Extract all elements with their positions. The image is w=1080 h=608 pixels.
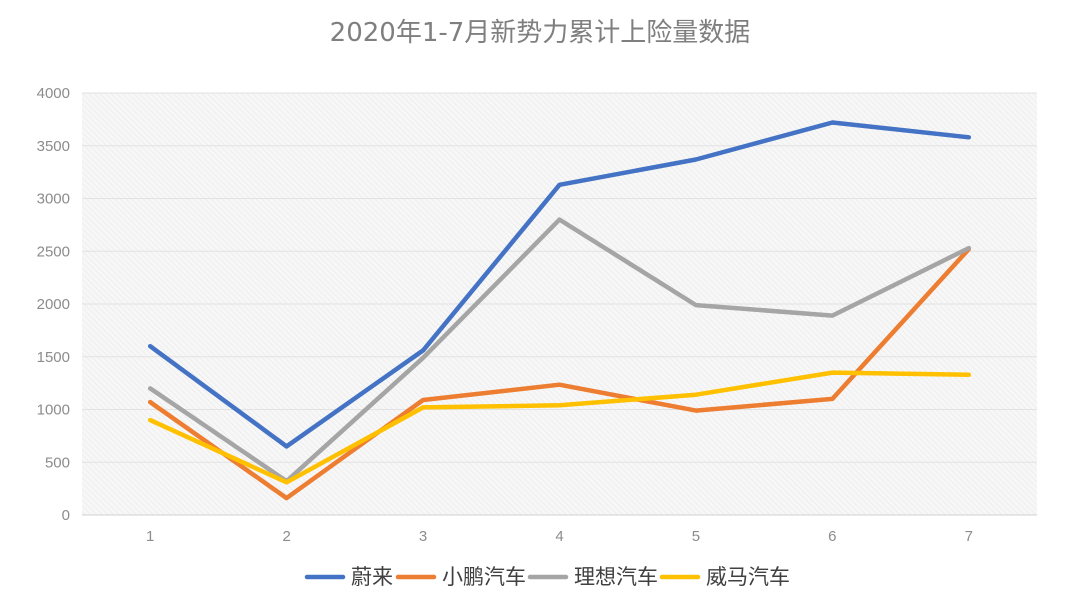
x-tick-label: 5 [692,528,700,545]
x-tick-label: 2 [282,528,290,545]
y-tick-label: 3000 [37,191,70,208]
legend-label: 小鹏汽车 [442,565,526,589]
x-tick-label: 4 [555,528,563,545]
series-lines [147,120,972,501]
y-tick-label: 0 [62,507,70,524]
x-axis: 1 2 3 4 5 6 7 [146,528,973,545]
series-line-1 [147,120,972,449]
y-tick-label: 4000 [37,85,70,102]
chart-title: 2020年1-7月新势力累计上险量数据 [330,18,751,48]
y-tick-label: 500 [45,454,70,471]
y-tick-label: 1500 [37,349,70,366]
legend-label: 蔚来 [351,565,393,589]
y-tick-label: 2000 [37,296,70,313]
legend: 蔚来 小鹏汽车 理想汽车 威马汽车 [304,565,790,589]
x-tick-label: 3 [419,528,427,545]
y-tick-label: 2500 [37,243,70,260]
x-tick-label: 1 [146,528,154,545]
gridlines [82,92,1037,516]
x-tick-label: 6 [828,528,836,545]
series-line-2 [147,246,972,501]
legend-label: 理想汽车 [574,565,658,589]
legend-label: 威马汽车 [706,565,790,589]
y-axis: 0 500 1000 1500 2000 2500 3000 3500 4000 [37,85,70,524]
y-tick-label: 3500 [37,138,70,155]
y-tick-label: 1000 [37,402,70,419]
x-tick-label: 7 [965,528,973,545]
series-line-4 [147,370,972,485]
